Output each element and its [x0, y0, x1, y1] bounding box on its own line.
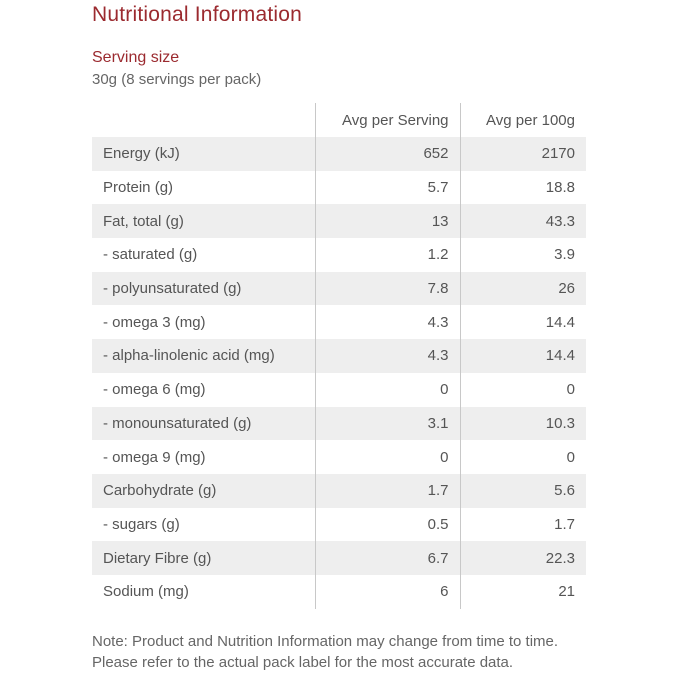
per-100g-cell: 22.3 — [459, 541, 586, 575]
per-100g-cell: 43.3 — [459, 204, 586, 239]
per-100g-cell: 2170 — [459, 137, 586, 171]
per-serving-cell: 0 — [314, 372, 460, 407]
header-row: Avg per Serving Avg per 100g — [92, 103, 586, 137]
table-row: - omega 9 (mg) 0 0 — [92, 440, 586, 474]
serving-size-heading: Serving size — [92, 49, 180, 66]
table-row: Carbohydrate (g) 1.7 5.6 — [92, 473, 586, 508]
per-100g-cell: 3.9 — [459, 238, 586, 272]
header-nutrient — [92, 103, 315, 137]
table-row: - polyunsaturated (g) 7.8 26 — [92, 271, 586, 306]
per-serving-cell: 3.1 — [314, 406, 460, 441]
nutrient-name-cell: - omega 9 (mg) — [103, 448, 206, 466]
per-serving-cell: 1.7 — [314, 473, 460, 508]
per-100g-cell: 0 — [459, 440, 586, 474]
per-100g-cell: 1.7 — [459, 507, 586, 542]
per-serving-cell: 7.8 — [314, 271, 460, 306]
nutrient-name-cell: - polyunsaturated (g) — [92, 271, 315, 306]
nutrition-table-container: Avg per Serving Avg per 100g Energy (kJ)… — [92, 103, 586, 609]
nutrient-name-cell: Dietary Fibre (g) — [92, 541, 315, 575]
per-100g-cell: 21 — [459, 574, 586, 609]
table-row: Sodium (mg) 6 21 — [92, 574, 586, 609]
nutrient-name-cell: Energy (kJ) — [92, 137, 315, 171]
table-row: Dietary Fibre (g) 6.7 22.3 — [92, 541, 586, 575]
nutrient-name-cell: Sodium (mg) — [103, 583, 189, 601]
nutrient-name-cell: Protein (g) — [103, 179, 174, 197]
per-serving-cell: 0 — [314, 440, 460, 474]
per-100g-cell: 18.8 — [459, 170, 586, 205]
per-serving-cell: 5.7 — [314, 170, 460, 205]
per-100g-cell: 14.4 — [459, 305, 586, 340]
disclaimer-note: Note: Product and Nutrition Information … — [92, 633, 559, 671]
per-serving-cell: 6.7 — [314, 541, 460, 575]
nutrient-name-cell: - saturated (g) — [103, 246, 198, 264]
per-serving-cell: 0.5 — [314, 507, 460, 542]
table-row: - alpha-linolenic acid (mg) 4.3 14.4 — [92, 339, 586, 373]
per-serving-cell: 4.3 — [314, 305, 460, 340]
nutrient-name-cell: - omega 3 (mg) — [103, 313, 206, 331]
per-serving-cell: 6 — [314, 574, 460, 609]
nutrient-name-cell: - omega 6 (mg) — [103, 381, 206, 399]
table-header: Avg per Serving Avg per 100g — [92, 103, 586, 137]
table-row: Protein (g) 5.7 18.8 — [92, 170, 586, 205]
nutrient-name-cell: - alpha-linolenic acid (mg) — [92, 339, 315, 373]
nutrient-name-cell: Carbohydrate (g) — [92, 473, 315, 508]
per-serving-cell: 13 — [314, 204, 460, 239]
nutrient-name-cell: - sugars (g) — [103, 515, 180, 533]
per-serving-cell: 1.2 — [314, 238, 460, 272]
per-100g-cell: 26 — [459, 271, 586, 306]
table-row: - omega 6 (mg) 0 0 — [92, 372, 586, 407]
per-100g-cell: 0 — [459, 372, 586, 407]
header-avg-per-100g: Avg per 100g — [459, 103, 586, 137]
table-row: - saturated (g) 1.2 3.9 — [92, 238, 586, 272]
table-row: Energy (kJ) 652 2170 — [92, 137, 586, 171]
nutrient-name-cell: - monounsaturated (g) — [92, 406, 315, 441]
table-row: Fat, total (g) 13 43.3 — [92, 204, 586, 239]
nutrient-name-cell: Fat, total (g) — [92, 204, 315, 239]
table-row: - sugars (g) 0.5 1.7 — [92, 507, 586, 542]
per-100g-cell: 14.4 — [459, 339, 586, 373]
per-serving-cell: 652 — [314, 137, 460, 171]
header-avg-per-serving: Avg per Serving — [314, 103, 460, 137]
serving-size-value: 30g (8 servings per pack) — [92, 71, 262, 88]
per-serving-cell: 4.3 — [314, 339, 460, 373]
table-row: - omega 3 (mg) 4.3 14.4 — [92, 305, 586, 340]
table-row: - monounsaturated (g) 3.1 10.3 — [92, 406, 586, 441]
table-body: Energy (kJ) 652 2170 Protein (g) 5.7 18.8 Fat,… — [92, 137, 586, 609]
per-100g-cell: 10.3 — [459, 406, 586, 441]
per-100g-cell: 5.6 — [459, 473, 586, 508]
nutrition-table: Avg per Serving Avg per 100g Energy (kJ)… — [92, 103, 586, 609]
page-title: Nutritional Information — [92, 3, 303, 26]
